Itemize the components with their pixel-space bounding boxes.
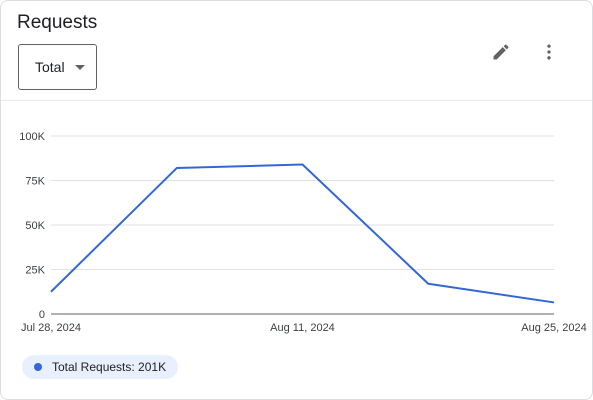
header-divider [1, 100, 592, 101]
x-tick-label: Aug 11, 2024 [270, 322, 335, 334]
legend-series-dot [34, 363, 42, 371]
metric-dropdown[interactable]: Total [18, 44, 97, 90]
y-tick-label: 50K [25, 220, 45, 232]
legend-chip[interactable]: Total Requests: 201K [22, 355, 179, 379]
y-tick-label: 100K [19, 131, 45, 143]
card-title: Requests [17, 12, 98, 33]
y-tick-label: 75K [25, 176, 45, 188]
y-tick-label: 25K [25, 265, 45, 277]
pencil-icon [493, 44, 509, 60]
y-tick-label: 0 [39, 309, 45, 321]
more-options-button[interactable] [535, 38, 563, 66]
requests-line-chart: 0 25K 50K 75K 100K Jul 28, 2024 Aug 11, 2024 Au… [19, 131, 586, 334]
edit-button[interactable] [487, 38, 515, 66]
x-tick-label: Jul 28, 2024 [21, 322, 81, 334]
x-tick-label: Aug 25, 2024 [521, 322, 586, 334]
legend-label: Total Requests: 201K [52, 360, 167, 374]
series-line-total-requests [50, 163, 555, 304]
metric-dropdown-value: Total [35, 59, 65, 75]
dropdown-arrow-icon [74, 64, 85, 70]
more-vert-icon [547, 44, 551, 60]
